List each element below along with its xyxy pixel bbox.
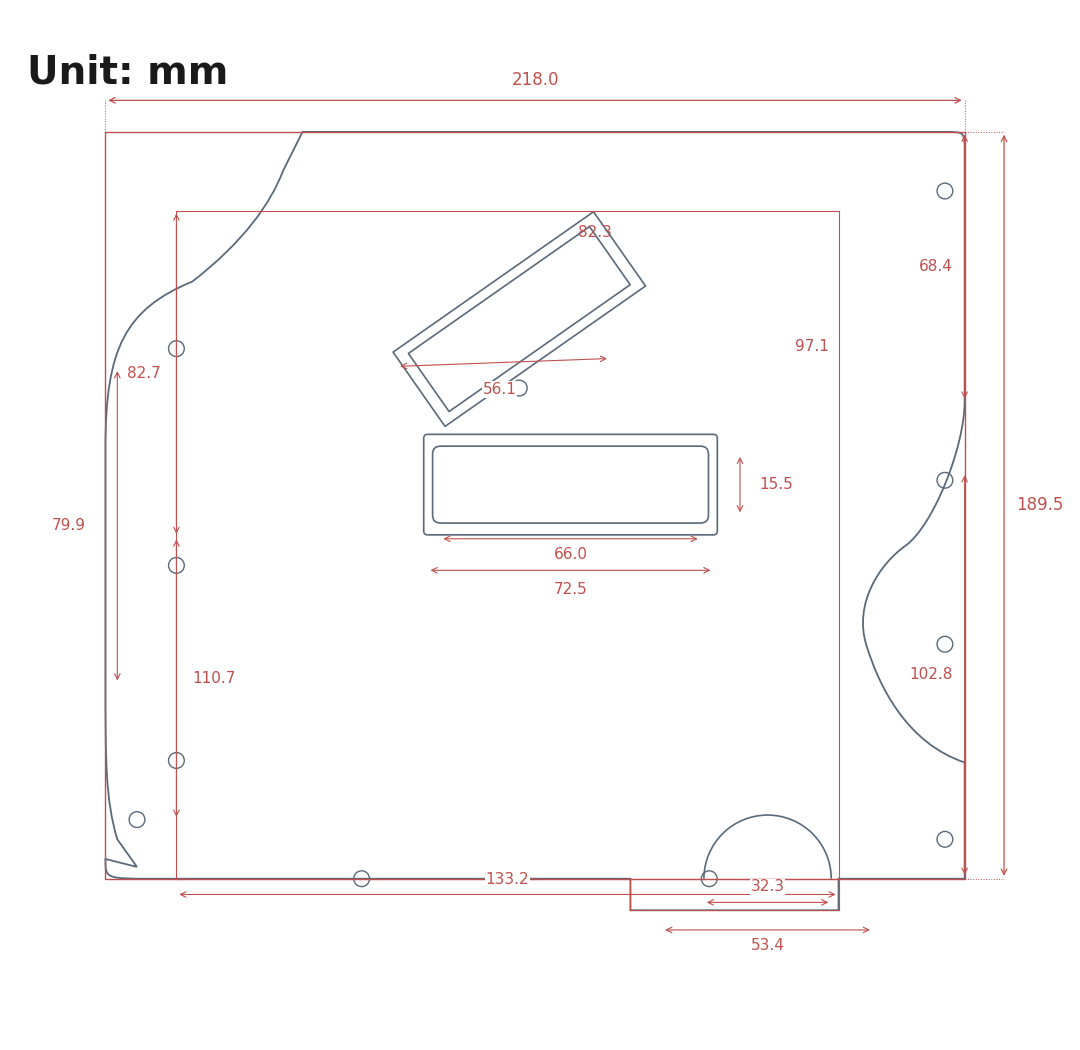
Text: 189.5: 189.5 <box>1016 497 1063 514</box>
Text: 15.5: 15.5 <box>759 477 794 492</box>
Text: 72.5: 72.5 <box>554 582 588 597</box>
Text: Unit: mm: Unit: mm <box>27 54 228 91</box>
Text: 102.8: 102.8 <box>909 668 953 682</box>
Text: 66.0: 66.0 <box>554 547 588 562</box>
Text: 82.3: 82.3 <box>579 225 612 239</box>
Text: 79.9: 79.9 <box>52 519 85 533</box>
Text: 97.1: 97.1 <box>795 339 829 354</box>
Text: 82.7: 82.7 <box>126 366 161 381</box>
Text: 68.4: 68.4 <box>919 259 953 274</box>
Text: 110.7: 110.7 <box>192 671 235 686</box>
Bar <box>106 132 964 879</box>
Text: 56.1: 56.1 <box>483 382 516 397</box>
Text: 32.3: 32.3 <box>751 880 784 895</box>
Text: 53.4: 53.4 <box>751 938 784 952</box>
Text: 133.2: 133.2 <box>486 872 529 886</box>
Text: 218.0: 218.0 <box>511 70 558 88</box>
